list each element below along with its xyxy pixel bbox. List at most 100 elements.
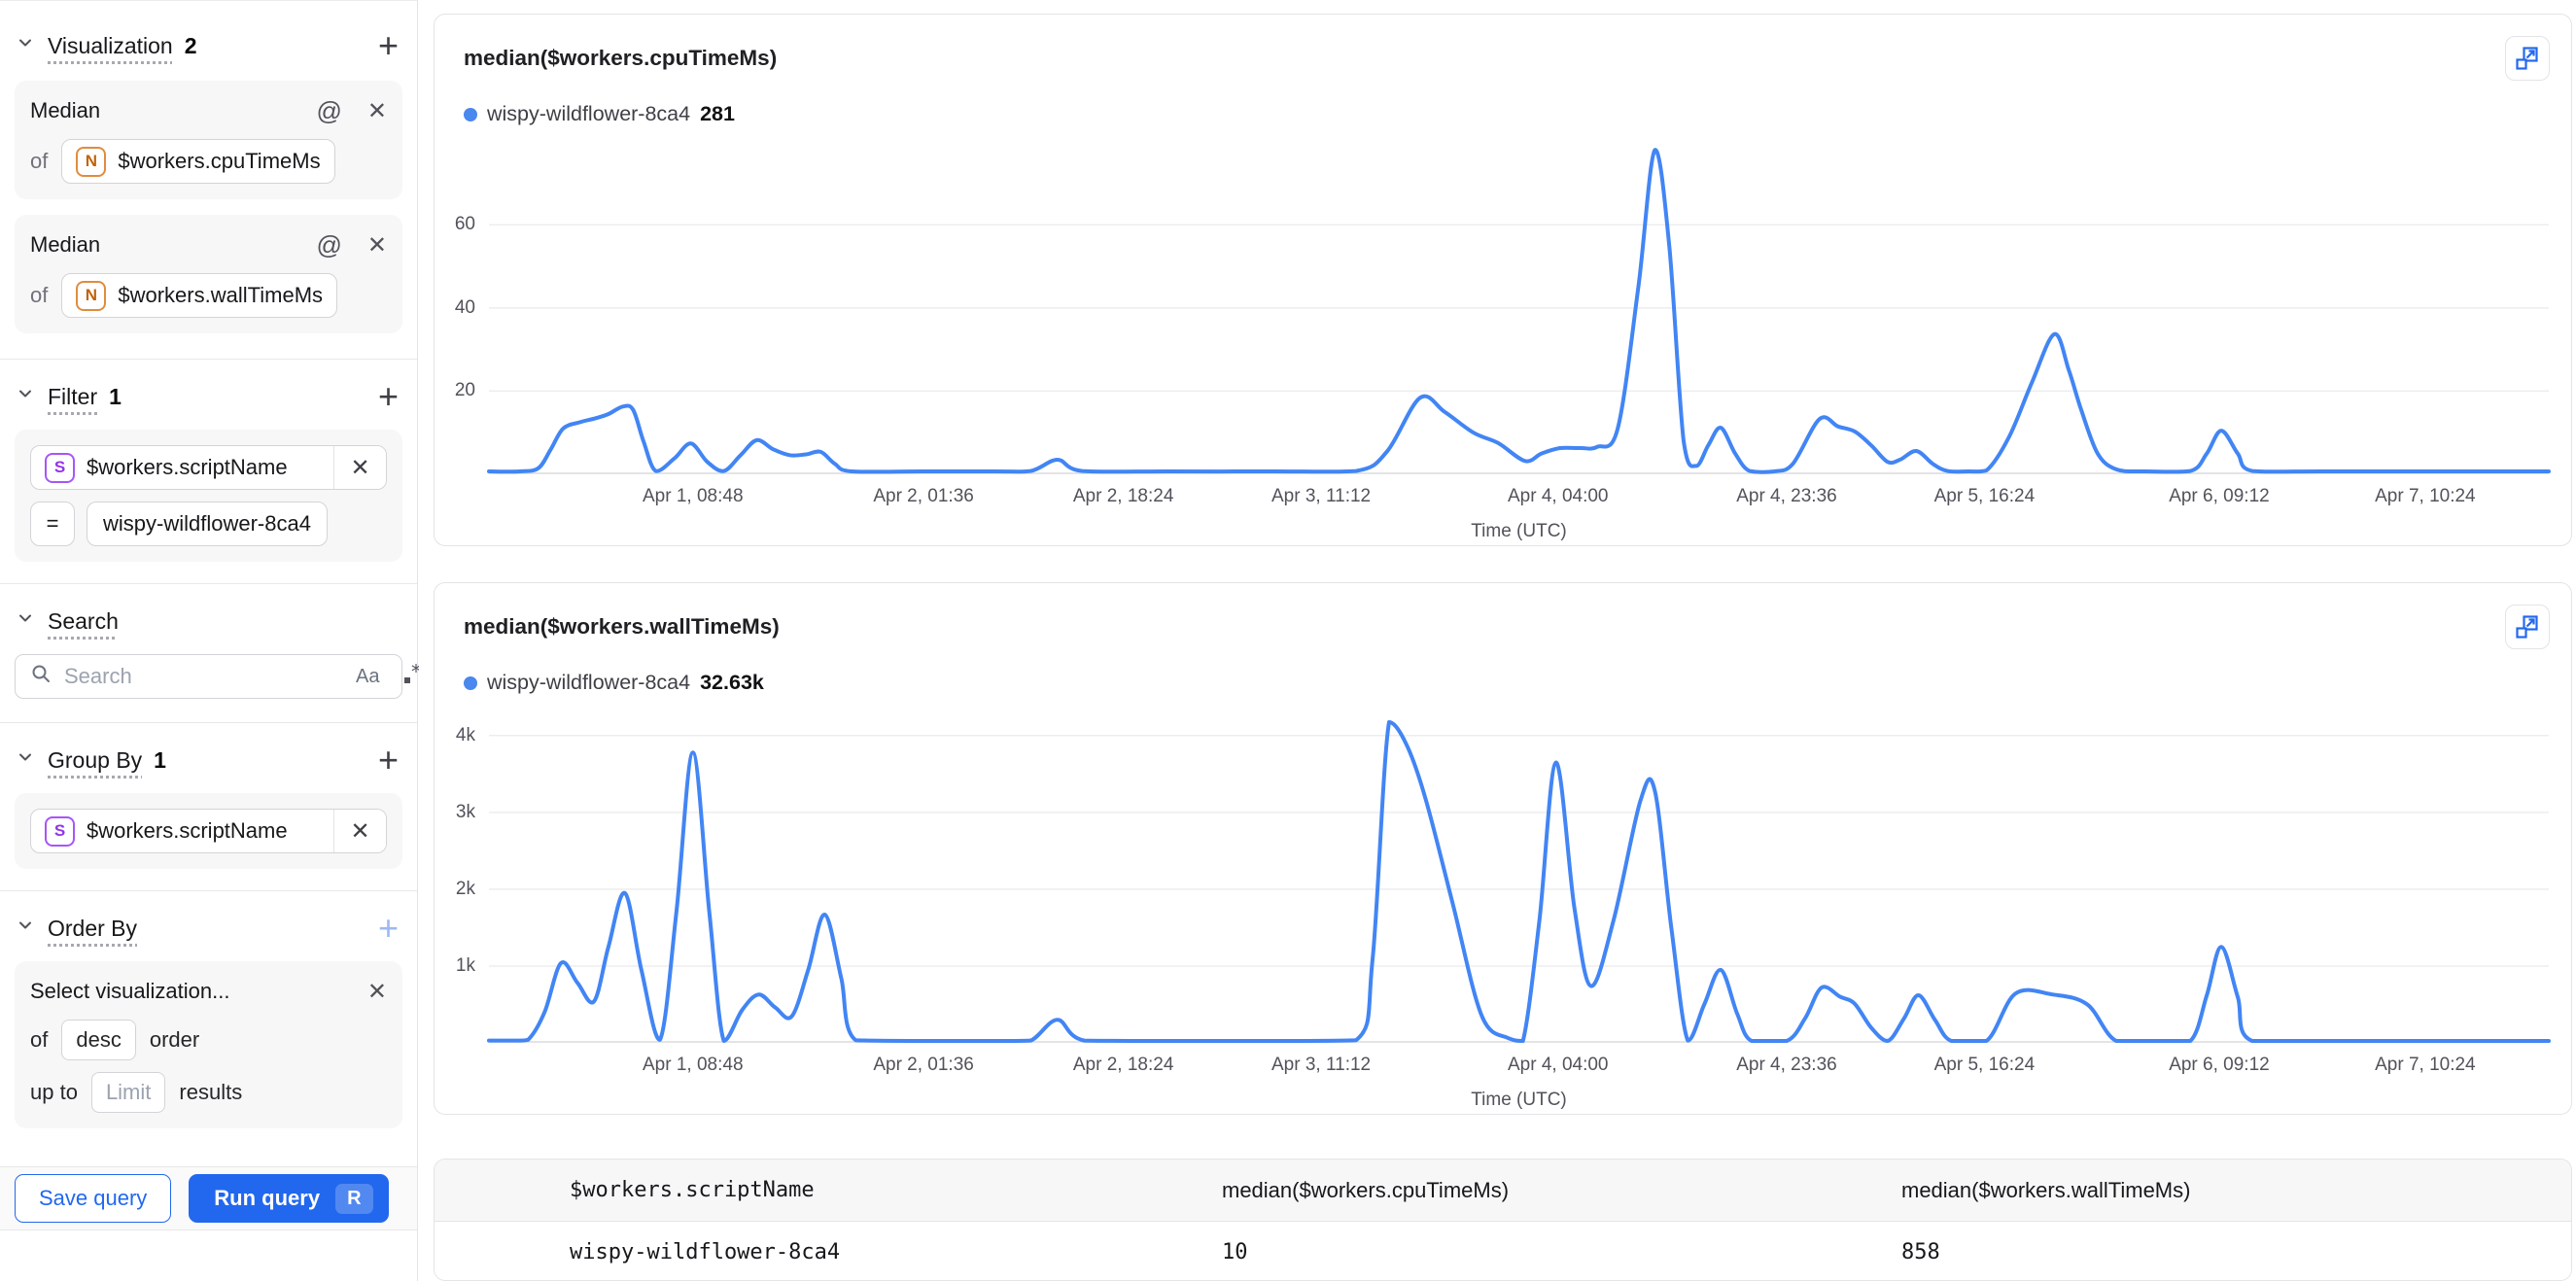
x-axis-tick-label: Apr 4, 23:36 xyxy=(1736,486,1837,506)
column-header-wall-time: median($workers.wallTimeMs) xyxy=(1901,1177,2191,1202)
y-axis-tick-label: 3k xyxy=(455,801,475,822)
chevron-down-icon[interactable] xyxy=(15,915,36,942)
y-axis-tick-label: 2k xyxy=(455,878,475,899)
filter-field-name: $workers.scriptName xyxy=(87,455,288,479)
x-axis-tick-label: Apr 1, 08:48 xyxy=(643,486,744,506)
save-query-button[interactable]: Save query xyxy=(15,1174,172,1223)
legend-item[interactable]: wispy-wildflower-8ca4 281 xyxy=(464,102,735,126)
visualization-count: 2 xyxy=(184,32,197,58)
cell-script-name: wispy-wildflower-8ca4 xyxy=(570,1239,841,1264)
filter-value[interactable]: wispy-wildflower-8ca4 xyxy=(87,502,328,546)
chevron-down-icon[interactable] xyxy=(15,746,36,774)
y-axis-tick-label: 60 xyxy=(454,214,475,235)
string-type-icon: S xyxy=(45,452,75,483)
remove-order-by-icon[interactable]: ✕ xyxy=(366,978,387,1005)
chevron-down-icon[interactable] xyxy=(15,607,36,635)
remove-visualization-icon[interactable]: ✕ xyxy=(366,97,387,124)
group-by-field-pill[interactable]: S $workers.scriptName xyxy=(31,810,333,852)
string-type-icon: S xyxy=(45,815,75,847)
run-shortcut-badge: R xyxy=(335,1183,373,1214)
expand-icon xyxy=(2516,615,2538,639)
x-axis-tick-label: Apr 4, 04:00 xyxy=(1507,1055,1609,1075)
filter-operator[interactable]: = xyxy=(30,502,75,546)
cell-wall-time: 858 xyxy=(1901,1239,1940,1264)
x-axis-tick-label: Apr 2, 18:24 xyxy=(1072,1055,1174,1075)
at-icon[interactable]: @ xyxy=(316,229,342,260)
x-axis-title: Time (UTC) xyxy=(1471,521,1567,541)
add-group-by-button[interactable]: + xyxy=(374,743,402,778)
x-axis-tick-label: Apr 7, 10:24 xyxy=(2375,1055,2476,1075)
field-pill[interactable]: N $workers.wallTimeMs xyxy=(61,273,338,318)
results-panel: median($workers.cpuTimeMs) wispy-wildflo… xyxy=(419,0,2576,1281)
divider xyxy=(0,359,417,360)
column-header-script-name: $workers.scriptName xyxy=(570,1178,815,1202)
of-label: of xyxy=(30,149,49,173)
x-axis-tick-label: Apr 1, 08:48 xyxy=(643,1055,744,1075)
expand-icon xyxy=(2516,47,2538,70)
plot-area[interactable]: 20 40 60 Apr 1, 08:48 Apr 2, 01:36 Apr 2, 18:… xyxy=(455,146,2551,541)
x-axis-tick-label: Apr 6, 09:12 xyxy=(2169,486,2270,506)
expand-chart-button[interactable] xyxy=(2505,36,2550,81)
field-pill[interactable]: N $workers.cpuTimeMs xyxy=(61,139,335,184)
divider xyxy=(0,890,417,891)
visualization-card: Median @ ✕ of N $workers.wallTimeMs xyxy=(15,215,402,333)
regex-icon[interactable]: * xyxy=(400,660,424,690)
group-by-card: S $workers.scriptName ✕ xyxy=(15,793,402,869)
plot-area[interactable]: 1k 2k 3k 4k Apr 1, 08:48 Apr 2, 01:36 Apr 2, 1… xyxy=(456,720,2551,1110)
section-order-by: Order By + Select visualization... ✕ of … xyxy=(0,891,417,1128)
order-by-visualization-select[interactable]: Select visualization... xyxy=(30,979,230,1003)
search-input[interactable] xyxy=(64,664,344,689)
remove-filter-icon[interactable]: ✕ xyxy=(333,446,386,489)
limit-input[interactable]: Limit xyxy=(90,1072,166,1113)
legend-series-value: 32.63k xyxy=(700,671,764,694)
legend-item[interactable]: wispy-wildflower-8ca4 32.63k xyxy=(464,671,764,695)
section-search: Search Aa * xyxy=(0,584,421,699)
results-table: $workers.scriptName median($workers.cpuT… xyxy=(434,1159,2572,1281)
table-header-row: $workers.scriptName median($workers.cpuT… xyxy=(435,1160,2571,1222)
x-axis-tick-label: Apr 5, 16:24 xyxy=(1933,1055,2036,1075)
expand-chart-button[interactable] xyxy=(2505,605,2550,649)
query-builder-sidebar: Visualization 2 + Median @ ✕ of N $worke… xyxy=(0,0,421,1281)
search-box: Aa * xyxy=(15,654,421,699)
run-query-label: Run query xyxy=(214,1186,321,1210)
wall-time-chart-card: median($workers.wallTimeMs) wispy-wildfl… xyxy=(434,582,2572,1115)
number-type-icon: N xyxy=(76,280,107,311)
group-by-section-title: Group By xyxy=(48,746,143,773)
aggregation-label[interactable]: Median xyxy=(30,98,101,122)
filter-field-pill[interactable]: S $workers.scriptName xyxy=(31,446,333,489)
table-row[interactable]: wispy-wildflower-8ca4 10 858 xyxy=(435,1222,2571,1280)
order-by-section-title: Order By xyxy=(48,915,138,941)
add-filter-button[interactable]: + xyxy=(374,379,402,414)
series-dot-icon xyxy=(464,107,477,121)
chart-title: median($workers.wallTimeMs) xyxy=(464,614,780,639)
up-to-label: up to xyxy=(30,1080,78,1104)
divider xyxy=(0,722,417,723)
at-icon[interactable]: @ xyxy=(316,95,342,125)
x-axis-title: Time (UTC) xyxy=(1471,1090,1567,1110)
order-by-card: Select visualization... ✕ of desc order … xyxy=(15,961,402,1128)
run-query-button[interactable]: Run query R xyxy=(189,1174,389,1223)
x-axis-tick-label: Apr 2, 01:36 xyxy=(873,1055,974,1075)
add-order-by-button[interactable]: + xyxy=(374,911,402,946)
x-axis-tick-label: Apr 5, 16:24 xyxy=(1933,486,2036,506)
sidebar-footer: Save query Run query R xyxy=(0,1166,417,1281)
chevron-down-icon[interactable] xyxy=(15,383,36,410)
column-header-cpu-time: median($workers.cpuTimeMs) xyxy=(1222,1177,1510,1202)
order-direction-select[interactable]: desc xyxy=(61,1020,136,1060)
match-case-icon[interactable]: Aa xyxy=(356,665,380,687)
section-filter: Filter 1 + S $workers.scriptName ✕ = wis… xyxy=(0,360,417,562)
x-axis-tick-label: Apr 4, 23:36 xyxy=(1736,1055,1837,1075)
search-icon xyxy=(29,662,52,691)
divider xyxy=(0,583,417,584)
x-axis-tick-label: Apr 7, 10:24 xyxy=(2375,486,2476,506)
remove-group-by-icon[interactable]: ✕ xyxy=(333,810,386,852)
add-visualization-button[interactable]: + xyxy=(374,28,402,63)
order-of-label: of xyxy=(30,1027,49,1052)
x-axis-tick-label: Apr 2, 18:24 xyxy=(1072,486,1174,506)
filter-count: 1 xyxy=(109,383,122,409)
aggregation-label[interactable]: Median xyxy=(30,232,101,257)
number-type-icon: N xyxy=(76,146,107,177)
chevron-down-icon[interactable] xyxy=(15,32,36,59)
remove-visualization-icon[interactable]: ✕ xyxy=(366,231,387,259)
x-axis-tick-label: Apr 3, 11:12 xyxy=(1271,1055,1372,1075)
